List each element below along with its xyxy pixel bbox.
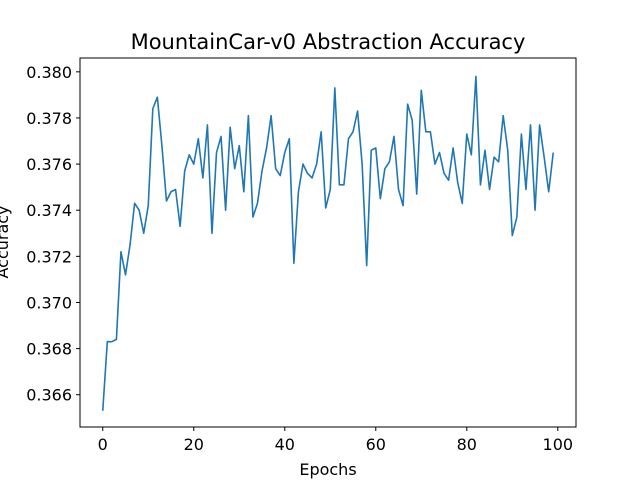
x-tick-label: 40 xyxy=(275,435,295,454)
plot-area xyxy=(101,75,555,411)
y-tick-label: 0.378 xyxy=(26,109,72,128)
x-tick-label: 60 xyxy=(366,435,386,454)
x-axis: 0 20 40 60 80 100 xyxy=(98,427,573,454)
y-tick-label: 0.372 xyxy=(26,247,72,266)
y-tick-label: 0.374 xyxy=(26,201,72,220)
y-tick-label: 0.380 xyxy=(26,63,72,82)
plot-frame xyxy=(79,57,577,428)
x-tick-label: 100 xyxy=(543,435,574,454)
y-axis: 0.366 0.368 0.370 0.372 0.374 0.376 0.378 0.380 xyxy=(26,63,80,405)
y-axis-title: Accuracy xyxy=(0,205,12,278)
y-tick-label: 0.370 xyxy=(26,293,72,312)
x-tick-label: 80 xyxy=(457,435,477,454)
y-tick-label: 0.366 xyxy=(26,386,72,405)
x-tick-label: 20 xyxy=(184,435,204,454)
y-tick-label: 0.368 xyxy=(26,340,72,359)
x-axis-title: Epochs xyxy=(299,460,356,479)
x-tick-label: 0 xyxy=(98,435,108,454)
series-line-0 xyxy=(101,75,555,411)
chart-title: MountainCar-v0 Abstraction Accuracy xyxy=(131,30,526,54)
y-tick-label: 0.376 xyxy=(26,155,72,174)
